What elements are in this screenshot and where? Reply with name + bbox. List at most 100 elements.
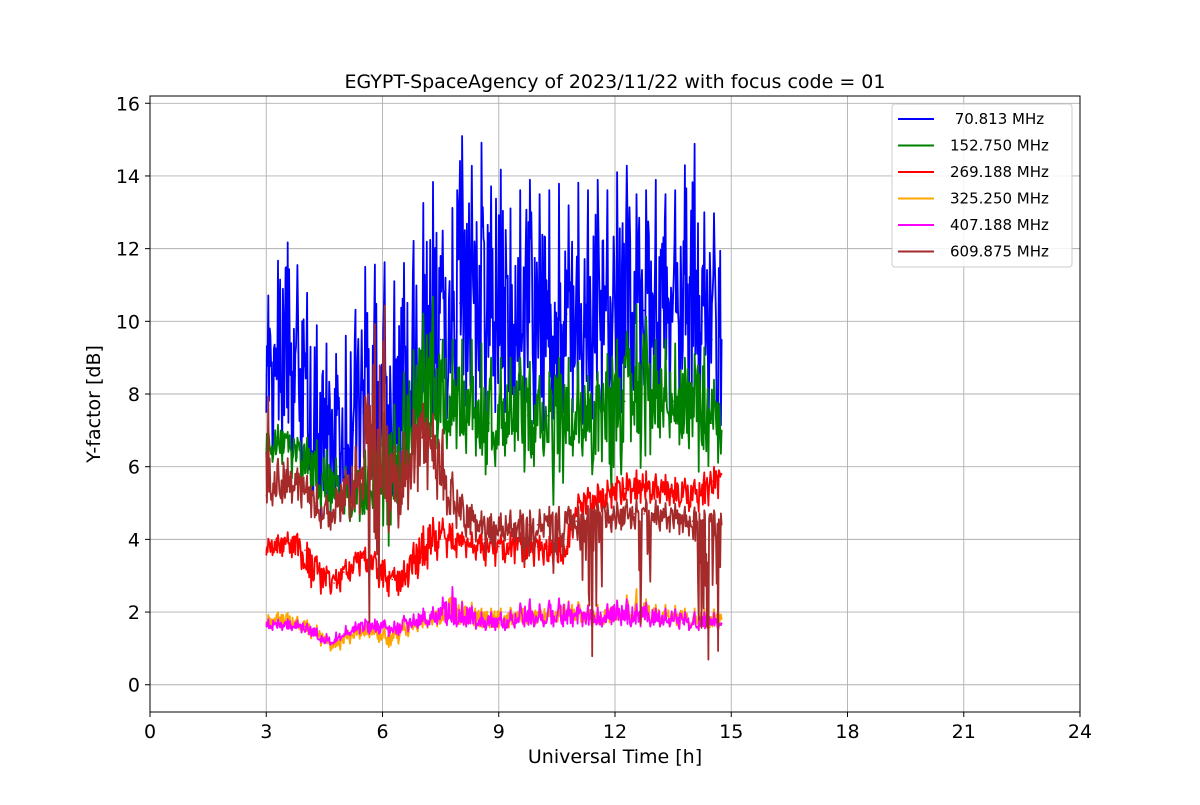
data-point — [294, 484, 297, 486]
data-point — [284, 338, 287, 341]
data-point — [265, 495, 268, 497]
data-point — [343, 633, 345, 635]
data-point — [720, 429, 723, 432]
data-point — [294, 444, 297, 446]
data-point — [585, 320, 587, 323]
data-point — [594, 411, 597, 414]
data-point — [265, 375, 268, 377]
data-point — [594, 498, 597, 501]
data-point — [711, 422, 713, 424]
data-point — [488, 422, 490, 424]
legend-label: 152.750 MHz — [950, 137, 1049, 155]
data-point — [284, 618, 287, 621]
data-point — [488, 309, 490, 312]
data-point — [536, 618, 539, 621]
data-point — [653, 618, 655, 621]
data-point — [391, 629, 394, 631]
data-point — [633, 393, 636, 395]
legend: 70.813 MHz 152.750 MHz 269.188 MHz 325.250 … — [891, 103, 1073, 268]
data-point — [536, 320, 539, 323]
data-point — [449, 534, 452, 537]
series-line — [265, 135, 723, 529]
series-line — [265, 586, 723, 646]
data-point — [459, 411, 461, 414]
data-point — [585, 415, 587, 417]
y-tick-label: 10 — [116, 311, 140, 333]
data-point — [449, 491, 452, 493]
data-point — [498, 422, 500, 424]
data-point — [565, 313, 568, 315]
legend-items: 70.813 MHz 152.750 MHz 269.188 MHz 325.250 … — [898, 110, 1049, 261]
y-axis-label: Y-factor [dB] — [83, 345, 105, 464]
data-point — [372, 629, 374, 631]
data-point — [546, 520, 548, 522]
data-point — [420, 436, 423, 439]
data-point — [323, 447, 326, 450]
data-point — [478, 418, 481, 421]
x-tick-label: 21 — [952, 721, 976, 743]
data-point — [507, 622, 510, 624]
data-point — [556, 520, 558, 522]
data-point — [275, 484, 277, 486]
data-point — [498, 622, 500, 624]
data-point — [546, 320, 548, 323]
data-point — [575, 509, 578, 512]
data-point — [420, 556, 423, 559]
data-point — [711, 524, 713, 526]
data-point — [614, 516, 616, 519]
data-point — [633, 513, 636, 515]
data-point — [623, 487, 626, 490]
x-axis-label: Universal Time [h] — [528, 746, 702, 768]
y-tick-label: 2 — [128, 602, 140, 624]
data-point — [565, 545, 568, 548]
data-point — [323, 574, 326, 577]
data-point — [488, 527, 490, 530]
data-point — [507, 542, 510, 544]
data-point — [362, 625, 364, 628]
data-point — [585, 520, 587, 522]
data-point — [372, 447, 374, 450]
data-point — [265, 549, 268, 552]
data-point — [594, 516, 597, 519]
data-point — [614, 614, 616, 617]
data-point — [672, 491, 674, 493]
data-point — [410, 564, 413, 566]
data-point — [391, 578, 394, 581]
data-point — [701, 320, 703, 323]
data-point — [720, 473, 723, 475]
data-point — [623, 614, 626, 617]
data-point — [517, 524, 519, 526]
data-point — [498, 313, 500, 315]
data-point — [333, 509, 335, 512]
data-point — [478, 309, 481, 312]
x-tick-label: 18 — [835, 721, 859, 743]
data-point — [468, 520, 471, 522]
data-point — [507, 524, 510, 526]
data-point — [362, 473, 364, 475]
data-point — [333, 465, 335, 468]
data-point — [682, 407, 684, 410]
data-point — [352, 484, 355, 486]
data-point — [468, 542, 471, 544]
data-point — [556, 316, 558, 319]
data-point — [352, 564, 355, 566]
data-point — [604, 302, 607, 305]
data-point — [536, 545, 539, 548]
data-point — [614, 491, 616, 493]
data-point — [604, 407, 607, 410]
data-point — [604, 495, 607, 497]
data-point — [275, 356, 277, 359]
data-point — [517, 542, 519, 544]
data-point — [507, 418, 510, 421]
data-point — [720, 338, 723, 341]
data-point — [478, 542, 481, 544]
data-point — [507, 618, 510, 621]
data-point — [420, 618, 423, 621]
data-point — [575, 313, 578, 315]
data-point — [449, 418, 452, 421]
legend-label: 325.250 MHz — [950, 190, 1049, 208]
data-point — [575, 520, 578, 522]
y-tick-label: 0 — [128, 675, 140, 697]
data-point — [294, 375, 297, 377]
